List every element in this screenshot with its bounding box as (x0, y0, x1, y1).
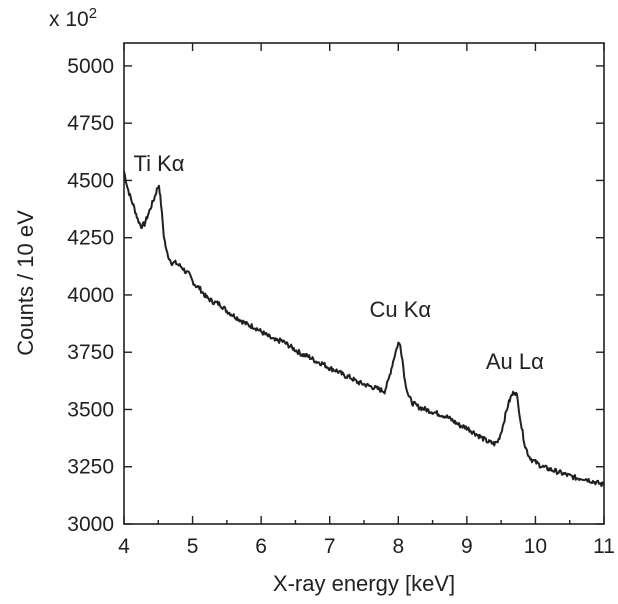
x-tick-labels: 4 5 6 7 8 9 10 11 (118, 535, 615, 558)
y-tick-label: 4500 (67, 169, 114, 192)
x-tick-label: 10 (524, 535, 547, 558)
x-tick-label: 9 (461, 535, 473, 558)
x-tick-label: 8 (392, 535, 404, 558)
x-tick-label: 11 (593, 535, 615, 558)
axis-ticks (123, 43, 605, 525)
spectrum-line (123, 171, 605, 487)
y-tick-label: 3250 (67, 456, 114, 479)
y-multiplier-label: x 102 (49, 5, 97, 31)
peak-label: Ti Kα (133, 151, 184, 176)
plot-frame (123, 42, 605, 525)
y-tick-label: 4250 (67, 227, 114, 250)
x-tick-label: 6 (255, 535, 267, 558)
y-tick-label: 5000 (67, 55, 114, 78)
y-tick-label: 3750 (67, 341, 114, 364)
y-tick-labels: 3000 3250 3500 3750 4000 4250 4500 4750 5000 (67, 55, 114, 536)
x-axis-title: X-ray energy [keV] (273, 571, 455, 596)
y-tick-label: 3500 (67, 398, 114, 421)
y-tick-label: 3000 (67, 513, 114, 536)
x-tick-label: 5 (187, 535, 199, 558)
peak-annotations: Ti Kα Cu Kα Au Lα (133, 151, 544, 374)
y-axis-title: Counts / 10 eV (13, 210, 38, 356)
peak-label: Au Lα (486, 349, 544, 374)
peak-label: Cu Kα (370, 297, 432, 322)
x-tick-label: 4 (118, 535, 130, 558)
y-tick-label: 4750 (67, 112, 114, 135)
x-tick-label: 7 (324, 535, 336, 558)
y-tick-label: 4000 (67, 284, 114, 307)
